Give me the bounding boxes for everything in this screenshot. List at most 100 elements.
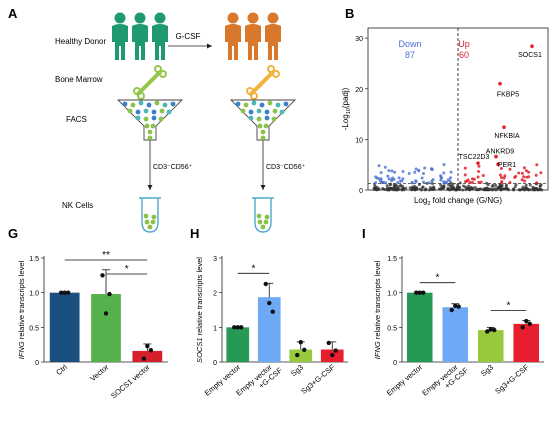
facs-cell-dot [263, 123, 269, 129]
facs-cell-dot [248, 115, 254, 121]
person-head [267, 12, 279, 24]
sort-arrow-treated-head-icon [260, 185, 266, 190]
replicate-point [145, 343, 150, 349]
ns-point [485, 188, 489, 192]
facs-cell-dot [170, 101, 176, 107]
up-point [522, 166, 526, 170]
gene-point [476, 161, 480, 165]
y-tick-label: 1.5 [29, 256, 39, 263]
person-body [265, 24, 281, 60]
gene-point [530, 44, 534, 49]
person-head [114, 12, 126, 24]
facs-cell-dot [260, 129, 266, 135]
y-tick-label: 2 [213, 291, 217, 298]
replicate-point [333, 348, 338, 353]
down-count: 87 [405, 50, 415, 60]
ns-point [477, 187, 481, 191]
y-tick-label: 0.5 [29, 325, 39, 332]
down-point [444, 180, 448, 184]
facs-cell-dot [146, 102, 152, 108]
y-tick-label: 10 [355, 137, 363, 144]
nk-tube-healthy-icon [139, 197, 161, 233]
nk-cell-dot [151, 214, 157, 220]
facs-cell-dot [144, 123, 150, 129]
replicate-point [326, 340, 331, 346]
bar [91, 294, 121, 362]
up-point [523, 179, 527, 183]
up-point [517, 171, 521, 175]
y-tick-label: 0 [35, 360, 39, 367]
person-body [112, 24, 128, 60]
up-point [508, 180, 512, 184]
replicate-point [141, 356, 147, 361]
replicate-point [524, 318, 529, 324]
up-point [534, 173, 538, 177]
up-point [535, 163, 539, 167]
replicate-point [65, 290, 71, 295]
ns-point [396, 186, 400, 190]
gate-label-treated: CD3⁻CD56⁺ [266, 164, 306, 171]
facs-cell-dot [260, 135, 266, 141]
up-point [468, 180, 472, 184]
bone-knob [272, 70, 280, 78]
category-label: Sg3+G-CSF [493, 362, 531, 396]
facs-cell-dot [264, 115, 270, 121]
down-point [383, 165, 387, 169]
replicate-point [267, 300, 272, 306]
ns-point [447, 183, 451, 187]
up-point [477, 164, 481, 168]
gene-point [494, 154, 498, 159]
down-point [440, 176, 444, 180]
down-point [374, 175, 378, 179]
facs-cell-dot [166, 109, 172, 115]
bone-shaft [136, 70, 162, 96]
y-tick-label: 1 [213, 325, 217, 332]
y-tick-label: 0 [213, 360, 217, 367]
treatment-label: G-CSF [176, 32, 201, 41]
bar [226, 327, 250, 362]
gene-label: FKBP5 [497, 92, 519, 99]
facs-cell-dot [151, 109, 157, 115]
up-point [477, 180, 481, 184]
ns-point [457, 185, 461, 189]
bone-knob [246, 87, 254, 95]
gene-label: PER1 [498, 162, 516, 169]
y-tick-label: 1.0 [29, 291, 39, 298]
down-point [423, 166, 427, 170]
y-tick-label: 1.5 [387, 256, 397, 263]
tube-outline [254, 198, 272, 233]
ns-point [439, 183, 443, 187]
ns-point [536, 188, 540, 192]
bar [289, 349, 313, 362]
y-tick-label: 0 [359, 188, 363, 195]
replicate-point [103, 311, 109, 316]
replicate-point [232, 325, 237, 330]
ns-point [458, 181, 462, 185]
up-point [470, 180, 474, 184]
significance-label: ** [102, 250, 110, 261]
category-label: SOCS1 vector [109, 362, 152, 400]
ns-point [528, 183, 532, 187]
gene-point [496, 162, 500, 166]
facs-cell-dot [127, 108, 133, 114]
nk-cell-dot [256, 213, 262, 219]
person-body [132, 24, 148, 60]
facs-cell-dot [151, 115, 157, 121]
gene-label: NFKBIA [494, 133, 520, 140]
ns-point [469, 186, 473, 190]
ns-point [524, 183, 528, 187]
ns-point [440, 185, 444, 189]
down-point [390, 176, 394, 180]
up-count: 60 [459, 50, 469, 60]
ns-point [504, 183, 508, 187]
ns-point [529, 188, 533, 192]
down-point [439, 174, 443, 178]
facs-cell-dot [251, 100, 257, 106]
facs-cell-dot [162, 102, 168, 108]
bar [132, 350, 163, 362]
up-point [514, 174, 518, 178]
down-point [431, 178, 435, 182]
up-point [463, 166, 467, 170]
replicate-point [453, 303, 458, 309]
ns-point [521, 187, 525, 191]
